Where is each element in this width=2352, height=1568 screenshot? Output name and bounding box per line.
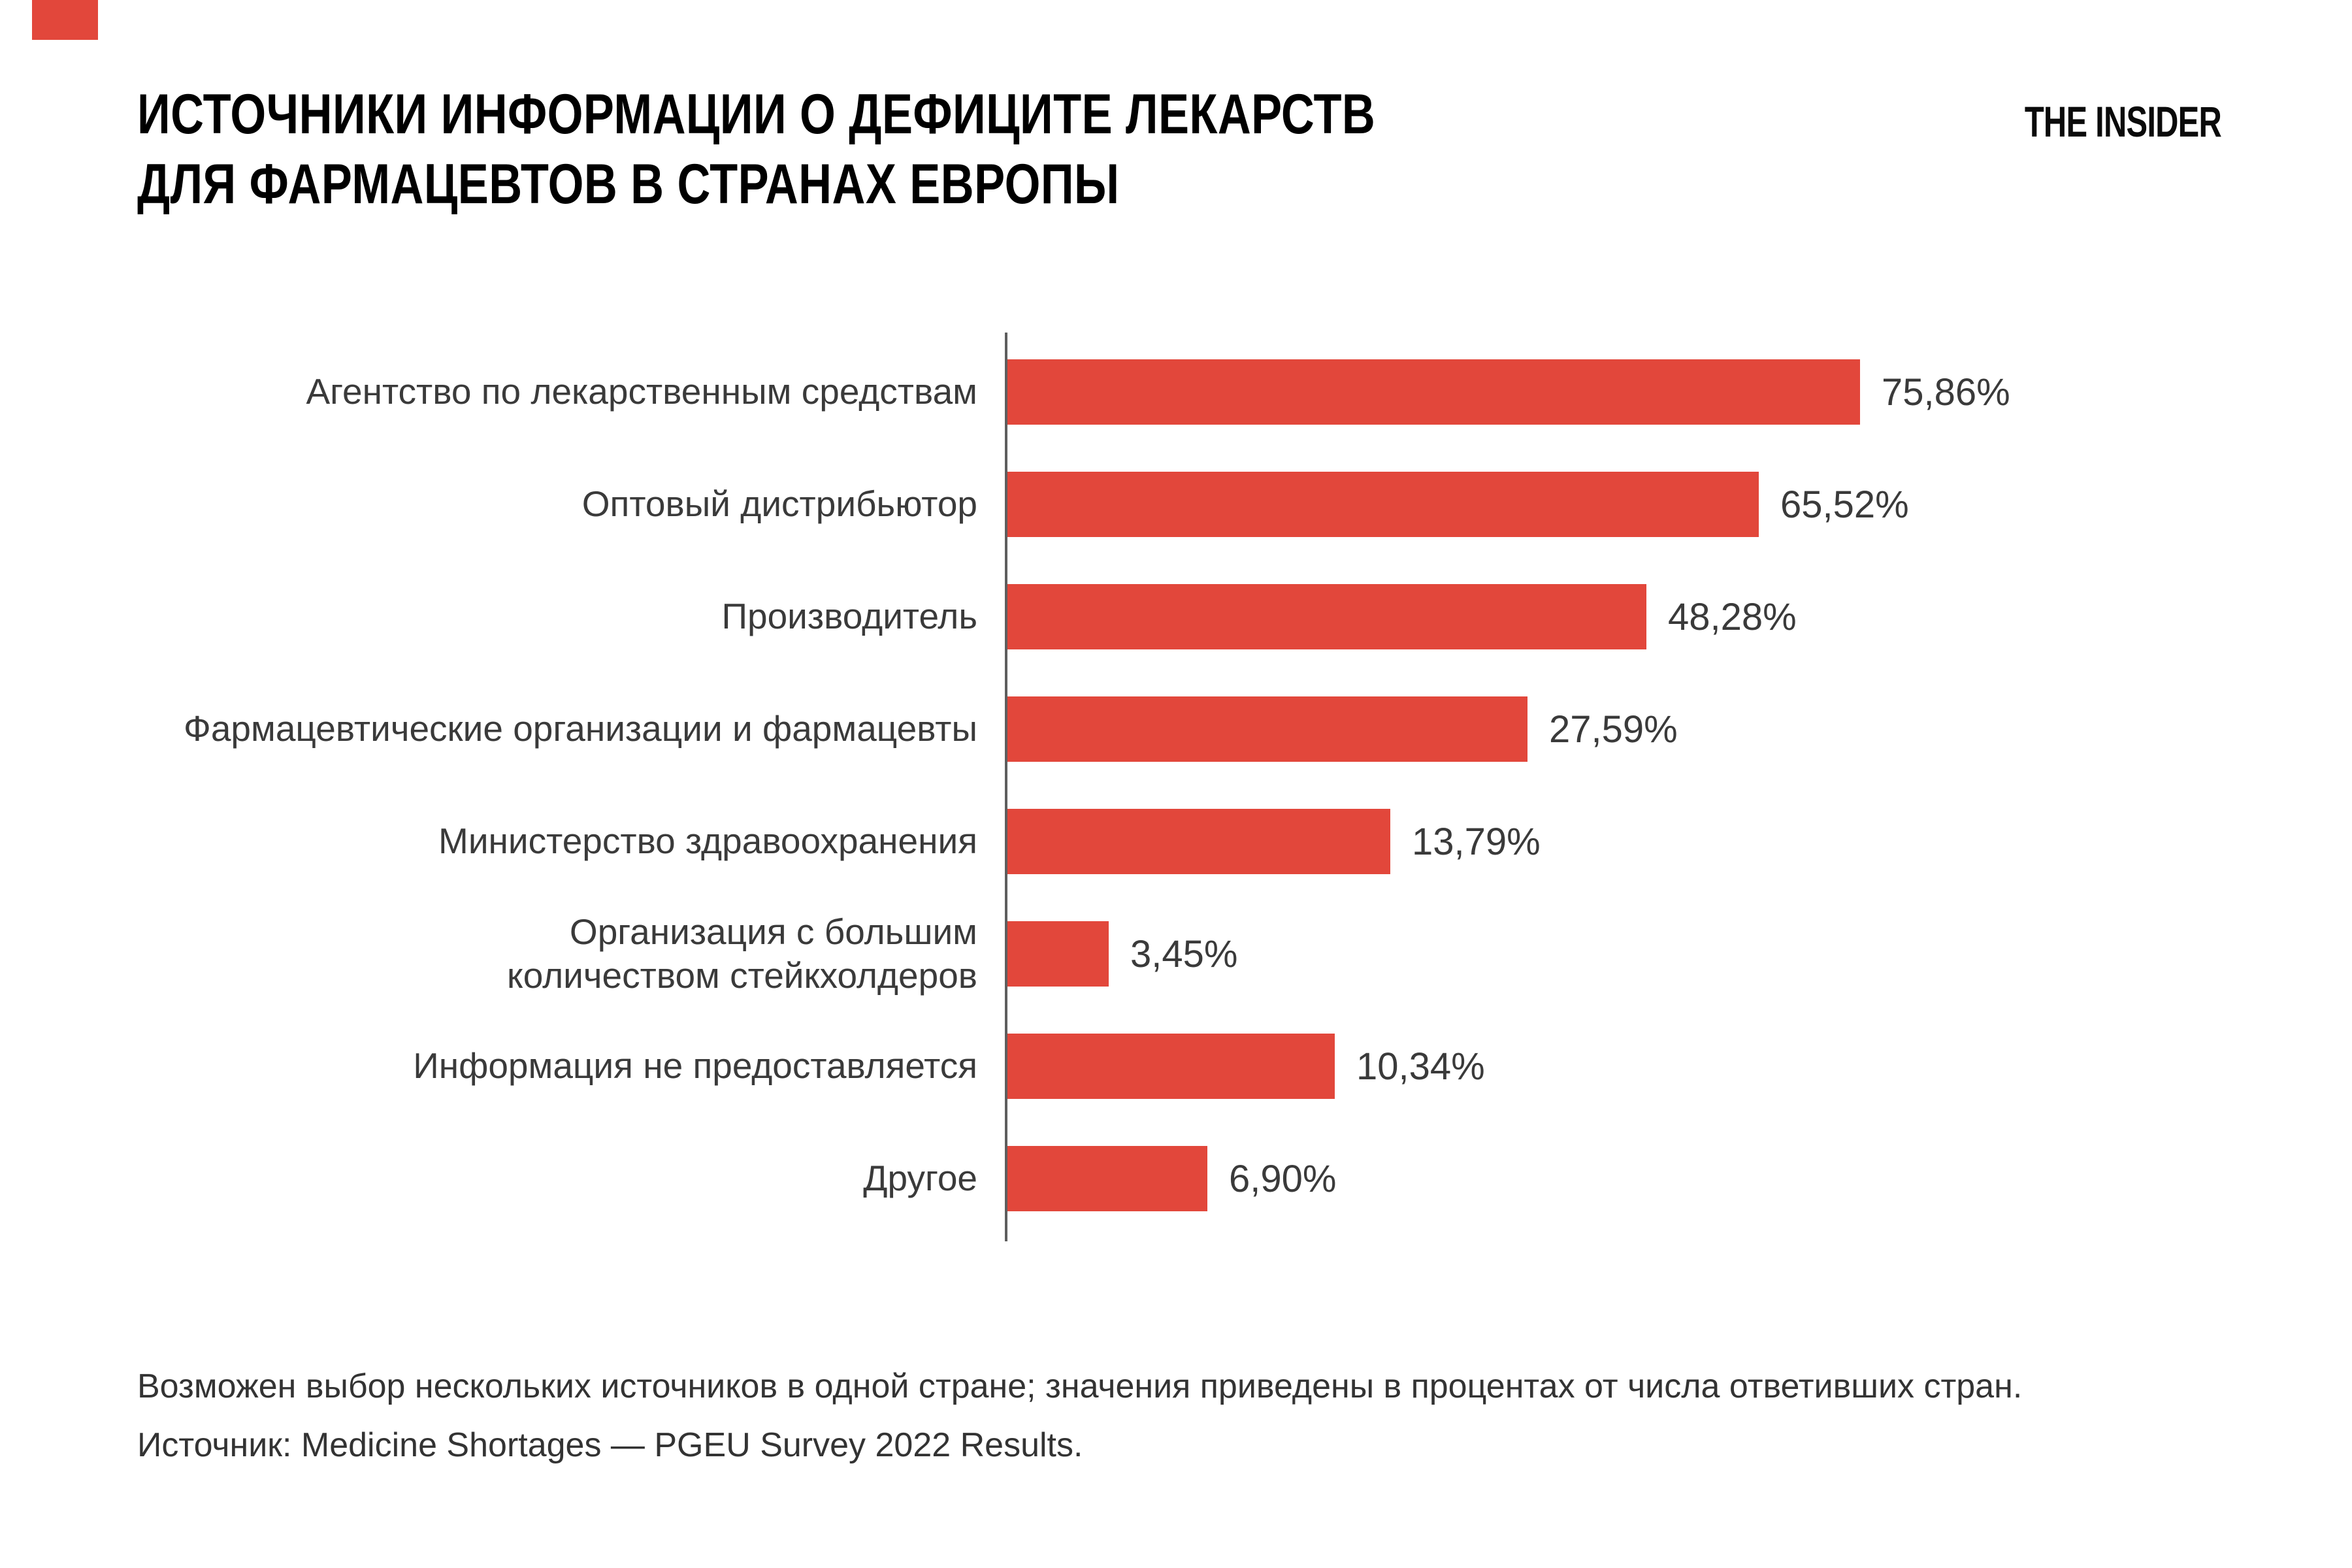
bar-row: Оптовый дистрибьютор 65,52% <box>137 448 2228 561</box>
bar <box>1007 696 1527 762</box>
the-insider-logo: THE INSIDER <box>2024 97 2222 146</box>
chart-rows: Агентство по лекарственным средствам 75,8… <box>137 336 2228 1235</box>
bar-category-label: Агентство по лекарственным средствам <box>306 371 977 412</box>
bar <box>1007 1034 1335 1099</box>
bar <box>1007 809 1390 874</box>
bar-row: Фармацевтические организации и фармацевт… <box>137 673 2228 785</box>
bar-row: Агентство по лекарственным средствам 75,8… <box>137 336 2228 448</box>
chart-axis-line <box>1005 333 1007 1241</box>
page-title: ИСТОЧНИКИ ИНФОРМАЦИИ О ДЕФИЦИТЕ ЛЕКАРСТВ… <box>137 80 1375 220</box>
bar-value-label: 10,34% <box>1356 1045 1485 1088</box>
page-title-line1: ИСТОЧНИКИ ИНФОРМАЦИИ О ДЕФИЦИТЕ ЛЕКАРСТВ <box>137 83 1376 146</box>
bar-category-label: Министерство здравоохранения <box>438 821 977 862</box>
chart-source: Источник: Medicine Shortages — PGEU Surv… <box>137 1426 1083 1464</box>
bar-row: Другое 6,90% <box>137 1122 2228 1235</box>
bar <box>1007 921 1109 987</box>
bar <box>1007 359 1860 425</box>
bar-value-label: 6,90% <box>1229 1157 1337 1200</box>
bar-category-label: Информация не предоставляется <box>413 1045 977 1086</box>
bar-row: Производитель 48,28% <box>137 561 2228 673</box>
bar-row: Информация не предоставляется 10,34% <box>137 1010 2228 1122</box>
bar-value-label: 65,52% <box>1780 483 1909 526</box>
bar-category-label: Оптовый дистрибьютор <box>581 483 977 525</box>
bar <box>1007 472 1759 537</box>
bar-row: Министерство здравоохранения 13,79% <box>137 785 2228 898</box>
bar-category-label: Фармацевтические организации и фармацевт… <box>184 708 977 749</box>
bar-category-label: Другое <box>863 1158 977 1199</box>
bar-value-label: 75,86% <box>1882 370 2010 414</box>
page-title-line2: ДЛЯ ФАРМАЦЕВТОВ В СТРАНАХ ЕВРОПЫ <box>137 153 1120 216</box>
bar-value-label: 48,28% <box>1668 595 1797 638</box>
bar-value-label: 3,45% <box>1130 932 1238 975</box>
bar <box>1007 1146 1207 1211</box>
bar-row: Организация с большим количеством стейкх… <box>137 898 2228 1010</box>
bar <box>1007 584 1646 649</box>
bar-category-label: Производитель <box>721 596 977 637</box>
chart-footnote: Возможен выбор нескольких источников в о… <box>137 1367 2023 1405</box>
bar-value-label: 27,59% <box>1549 708 1678 751</box>
brand-corner-mark <box>32 0 98 40</box>
bar-category-label: Организация с большим количеством стейкх… <box>507 911 977 996</box>
bar-value-label: 13,79% <box>1412 820 1541 863</box>
